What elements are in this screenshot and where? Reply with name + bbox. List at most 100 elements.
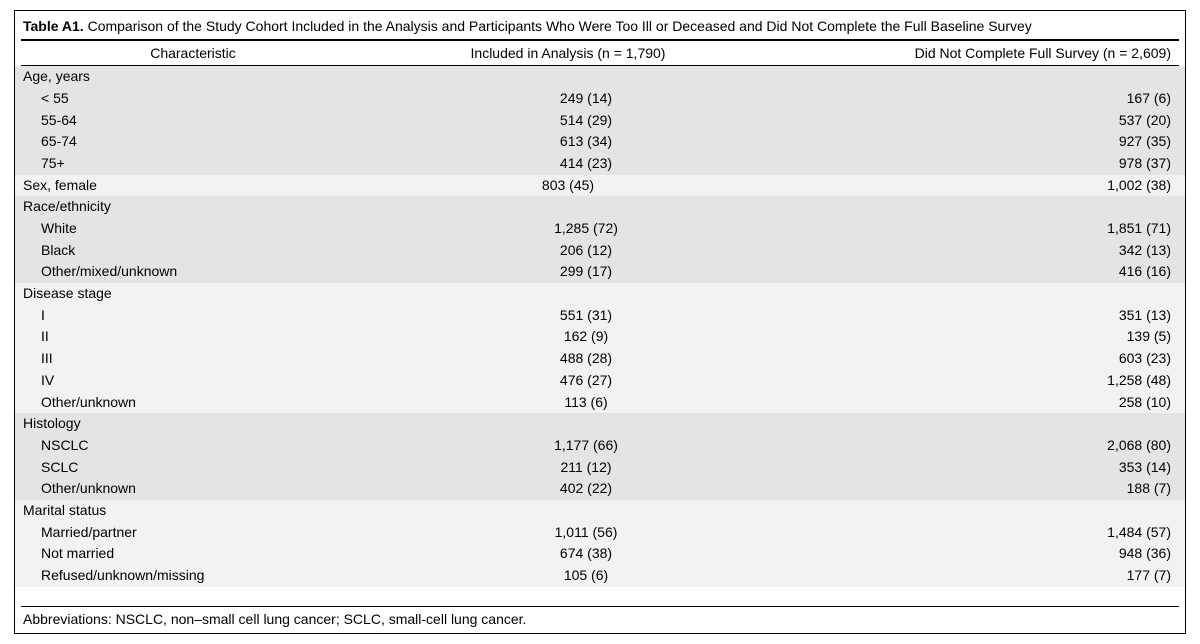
group-value-not-complete <box>773 283 1177 305</box>
table-footer: Abbreviations: NSCLC, non–small cell lun… <box>15 607 1185 633</box>
table-row: 65-74613 (34)927 (35) <box>15 131 1185 153</box>
row-label: III <box>23 348 381 370</box>
row-label: White <box>23 218 381 240</box>
group-header: Histology <box>15 413 1185 435</box>
row-label: Other/unknown <box>23 392 381 414</box>
group-value-not-complete <box>773 196 1177 218</box>
table-body: Age, years< 55249 (14)167 (6)55-64514 (2… <box>15 66 1185 606</box>
row-label: Other/mixed/unknown <box>23 261 381 283</box>
table-row: NSCLC1,177 (66)2,068 (80) <box>15 435 1185 457</box>
row-value-not-complete: 2,068 (80) <box>791 435 1177 457</box>
row-value-not-complete: 416 (16) <box>791 261 1177 283</box>
table-row: 75+414 (23)978 (37) <box>15 153 1185 175</box>
row-value-not-complete: 978 (37) <box>791 153 1177 175</box>
row-label: Other/unknown <box>23 478 381 500</box>
row-label: IV <box>23 370 381 392</box>
row-label: 75+ <box>23 153 381 175</box>
row-value-included: 105 (6) <box>381 565 791 587</box>
group-value-included: 803 (45) <box>363 175 773 197</box>
row-label: Black <box>23 240 381 262</box>
table-row: Not married674 (38)948 (36) <box>15 543 1185 565</box>
group-header: Marital status <box>15 500 1185 522</box>
table-row: Other/mixed/unknown299 (17)416 (16) <box>15 261 1185 283</box>
column-headers: Characteristic Included in Analysis (n =… <box>15 41 1185 65</box>
row-value-included: 162 (9) <box>381 326 791 348</box>
row-label: 65-74 <box>23 131 381 153</box>
group-label: Age, years <box>23 66 363 88</box>
table-row: Other/unknown402 (22)188 (7) <box>15 478 1185 500</box>
group-label: Histology <box>23 413 363 435</box>
group-value-included <box>363 413 773 435</box>
row-value-not-complete: 353 (14) <box>791 457 1177 479</box>
group-value-included <box>363 500 773 522</box>
group-header: Disease stage <box>15 283 1185 305</box>
table-row: Refused/unknown/missing105 (6)177 (7) <box>15 565 1185 587</box>
table-row: Black206 (12)342 (13) <box>15 240 1185 262</box>
row-label: 55-64 <box>23 110 381 132</box>
row-label: Refused/unknown/missing <box>23 565 381 587</box>
row-value-included: 1,177 (66) <box>381 435 791 457</box>
table-frame: Table A1. Comparison of the Study Cohort… <box>14 10 1186 634</box>
group-value-not-complete <box>773 413 1177 435</box>
row-value-included: 1,285 (72) <box>381 218 791 240</box>
row-label: II <box>23 326 381 348</box>
row-value-not-complete: 177 (7) <box>791 565 1177 587</box>
table-row: I551 (31)351 (13) <box>15 305 1185 327</box>
col-header-characteristic: Characteristic <box>23 45 363 61</box>
group-value-included <box>363 283 773 305</box>
row-label: I <box>23 305 381 327</box>
group-value-not-complete <box>773 500 1177 522</box>
table-row: II162 (9)139 (5) <box>15 326 1185 348</box>
row-value-included: 476 (27) <box>381 370 791 392</box>
group-header: Sex, female803 (45)1,002 (38) <box>15 175 1185 197</box>
table-container: Table A1. Comparison of the Study Cohort… <box>0 0 1200 644</box>
group-value-included <box>363 66 773 88</box>
row-value-included: 514 (29) <box>381 110 791 132</box>
group-value-included <box>363 196 773 218</box>
row-value-not-complete: 342 (13) <box>791 240 1177 262</box>
col-header-included: Included in Analysis (n = 1,790) <box>363 45 773 61</box>
row-value-included: 206 (12) <box>381 240 791 262</box>
row-value-included: 211 (12) <box>381 457 791 479</box>
row-value-not-complete: 188 (7) <box>791 478 1177 500</box>
row-value-included: 414 (23) <box>381 153 791 175</box>
row-value-included: 299 (17) <box>381 261 791 283</box>
table-row: 55-64514 (29)537 (20) <box>15 110 1185 132</box>
group-value-not-complete: 1,002 (38) <box>773 175 1177 197</box>
table-row: < 55249 (14)167 (6) <box>15 88 1185 110</box>
table-row: White1,285 (72)1,851 (71) <box>15 218 1185 240</box>
row-value-not-complete: 948 (36) <box>791 543 1177 565</box>
table-row: III488 (28)603 (23) <box>15 348 1185 370</box>
table-row: Married/partner1,011 (56)1,484 (57) <box>15 522 1185 544</box>
table-row: IV476 (27)1,258 (48) <box>15 370 1185 392</box>
row-label: SCLC <box>23 457 381 479</box>
table-caption: Comparison of the Study Cohort Included … <box>88 18 1032 34</box>
row-value-included: 613 (34) <box>381 131 791 153</box>
group-header: Age, years <box>15 66 1185 88</box>
row-value-not-complete: 537 (20) <box>791 110 1177 132</box>
table-row: SCLC211 (12)353 (14) <box>15 457 1185 479</box>
row-value-not-complete: 258 (10) <box>791 392 1177 414</box>
row-value-not-complete: 1,258 (48) <box>791 370 1177 392</box>
row-value-included: 1,011 (56) <box>381 522 791 544</box>
row-label: Not married <box>23 543 381 565</box>
row-value-included: 551 (31) <box>381 305 791 327</box>
group-label: Sex, female <box>23 175 363 197</box>
group-label: Race/ethnicity <box>23 196 363 218</box>
row-value-not-complete: 167 (6) <box>791 88 1177 110</box>
row-value-included: 674 (38) <box>381 543 791 565</box>
row-label: < 55 <box>23 88 381 110</box>
row-label: Married/partner <box>23 522 381 544</box>
row-value-not-complete: 139 (5) <box>791 326 1177 348</box>
group-header: Race/ethnicity <box>15 196 1185 218</box>
row-value-included: 249 (14) <box>381 88 791 110</box>
group-label: Disease stage <box>23 283 363 305</box>
row-value-included: 402 (22) <box>381 478 791 500</box>
row-label: NSCLC <box>23 435 381 457</box>
group-label: Marital status <box>23 500 363 522</box>
table-title: Table A1. Comparison of the Study Cohort… <box>15 11 1185 39</box>
row-value-not-complete: 1,484 (57) <box>791 522 1177 544</box>
row-value-included: 488 (28) <box>381 348 791 370</box>
row-value-not-complete: 603 (23) <box>791 348 1177 370</box>
table-row: Other/unknown113 (6)258 (10) <box>15 392 1185 414</box>
